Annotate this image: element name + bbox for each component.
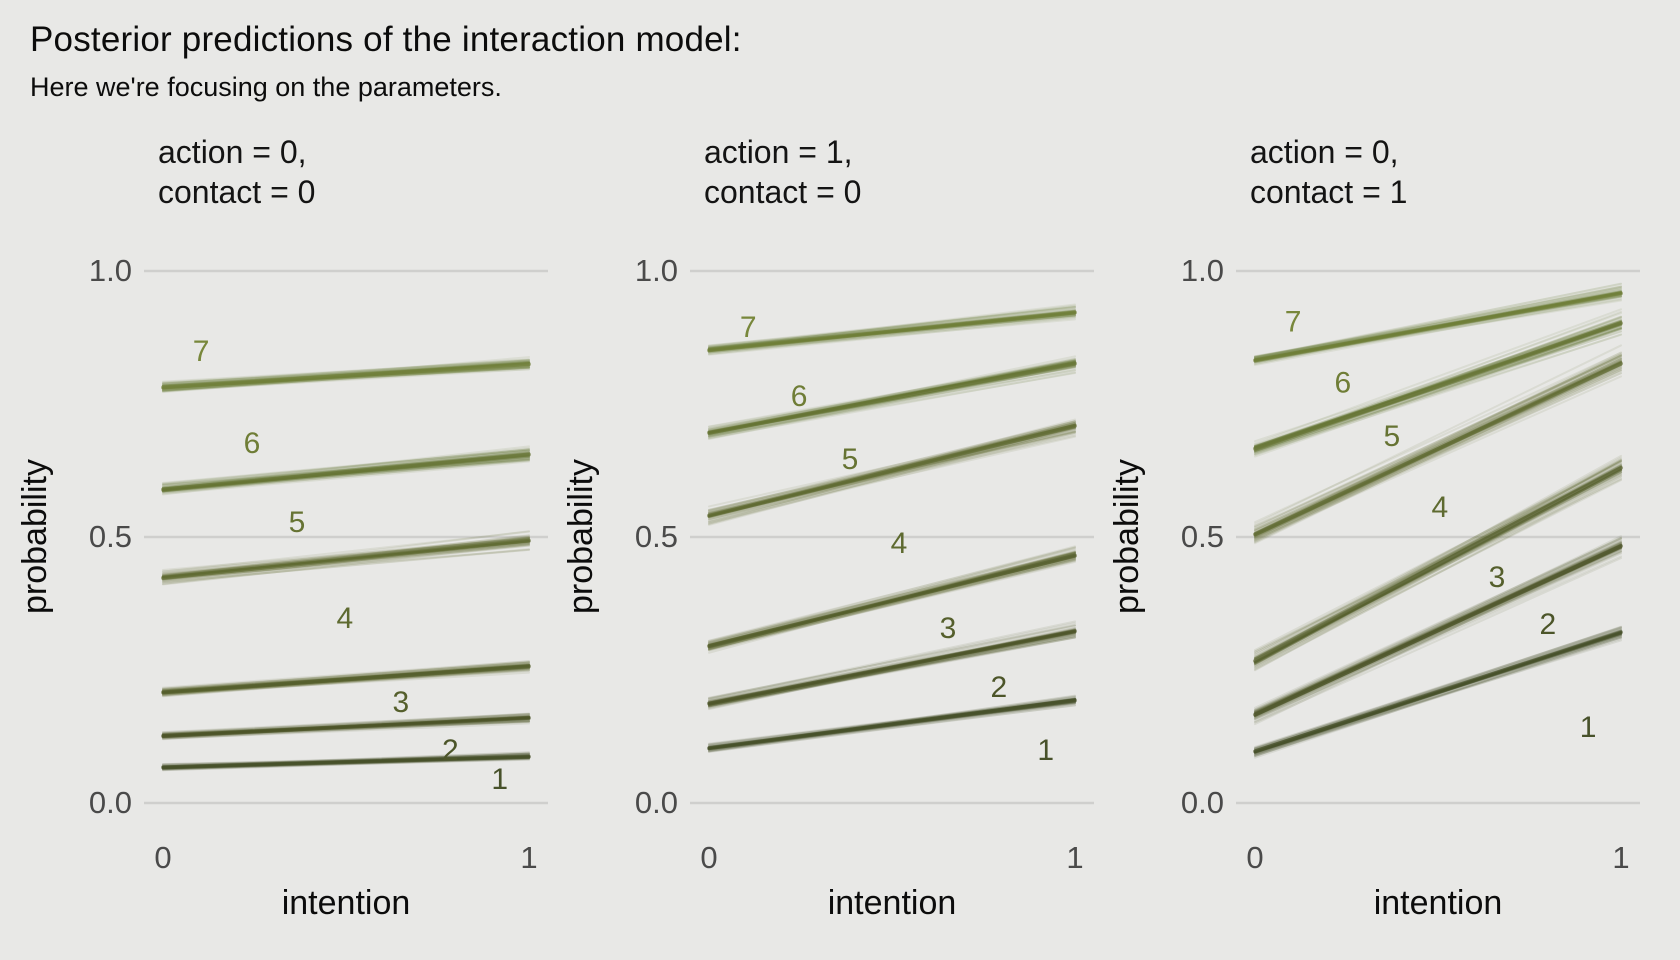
x-tick-label-1: 1 bbox=[1066, 840, 1084, 875]
level-label-2: 2 bbox=[1539, 608, 1556, 641]
y-tick-label-0.5: 0.5 bbox=[1180, 519, 1224, 554]
y-tick-label-0.0: 0.0 bbox=[1180, 785, 1224, 820]
facet-action0-contact0: action = 0, contact = 0 probability 1.0 … bbox=[0, 0, 548, 960]
x-tick-label-1: 1 bbox=[1612, 840, 1630, 875]
level-label-5: 5 bbox=[289, 506, 306, 539]
level-label-1: 1 bbox=[1037, 734, 1054, 767]
level-label-6: 6 bbox=[244, 427, 261, 460]
page-subtitle: Here we're focusing on the parameters. bbox=[30, 72, 502, 102]
strip-line-2: contact = 0 bbox=[704, 174, 862, 210]
x-axis-title: intention bbox=[1373, 884, 1503, 922]
level-label-2: 2 bbox=[442, 734, 459, 767]
level-label-6: 6 bbox=[791, 380, 808, 413]
facet-panel: 1 23 4 567 bbox=[1236, 269, 1640, 805]
y-tick-label-0.0: 0.0 bbox=[634, 785, 678, 820]
facet-strip-label: action = 0, contact = 1 bbox=[1250, 132, 1407, 212]
level-label-4: 4 bbox=[337, 602, 354, 635]
x-tick-label-0: 0 bbox=[700, 840, 718, 875]
x-tick-label-1: 1 bbox=[520, 840, 538, 875]
level-label-3: 3 bbox=[393, 686, 410, 719]
facet-panel: 123 4 5 6 7 bbox=[144, 269, 548, 805]
level-label-4: 4 bbox=[891, 527, 908, 560]
facet-action1-contact0: action = 1, contact = 0 probability 1.0 … bbox=[546, 0, 1094, 960]
level-label-2: 2 bbox=[991, 671, 1008, 704]
strip-line-1: action = 0, bbox=[1250, 134, 1399, 170]
facet-strip-label: action = 0, contact = 0 bbox=[158, 132, 315, 212]
level-label-5: 5 bbox=[842, 443, 859, 476]
facet-panel: 12 3 4 5 6 7 bbox=[690, 269, 1094, 805]
y-tick-label-0.0: 0.0 bbox=[88, 785, 132, 820]
strip-line-1: action = 0, bbox=[158, 134, 307, 170]
level-label-3: 3 bbox=[1489, 561, 1506, 594]
strip-line-2: contact = 0 bbox=[158, 174, 316, 210]
x-tick-label-0: 0 bbox=[154, 840, 172, 875]
level-label-7: 7 bbox=[1285, 306, 1302, 339]
y-tick-label-1.0: 1.0 bbox=[634, 253, 678, 288]
x-axis-title: intention bbox=[281, 884, 411, 922]
level-label-7: 7 bbox=[740, 311, 757, 344]
level-label-4: 4 bbox=[1431, 491, 1448, 524]
facet-action0-contact1: action = 0, contact = 1 probability 1.0 … bbox=[1092, 0, 1640, 960]
x-axis-title: intention bbox=[827, 884, 957, 922]
level-label-5: 5 bbox=[1384, 420, 1401, 453]
y-tick-label-0.5: 0.5 bbox=[634, 519, 678, 554]
level-label-1: 1 bbox=[1580, 711, 1597, 744]
strip-line-2: contact = 1 bbox=[1250, 174, 1408, 210]
page-title: Posterior predictions of the interaction… bbox=[30, 20, 742, 59]
facet-strip-label: action = 1, contact = 0 bbox=[704, 132, 861, 212]
y-tick-label-0.5: 0.5 bbox=[88, 519, 132, 554]
level-label-6: 6 bbox=[1334, 367, 1351, 400]
y-tick-label-1.0: 1.0 bbox=[88, 253, 132, 288]
level-label-7: 7 bbox=[193, 335, 210, 368]
x-tick-label-0: 0 bbox=[1246, 840, 1264, 875]
strip-line-1: action = 1, bbox=[704, 134, 853, 170]
level-label-3: 3 bbox=[940, 612, 957, 645]
level-label-1: 1 bbox=[491, 763, 508, 796]
y-tick-label-1.0: 1.0 bbox=[1180, 253, 1224, 288]
